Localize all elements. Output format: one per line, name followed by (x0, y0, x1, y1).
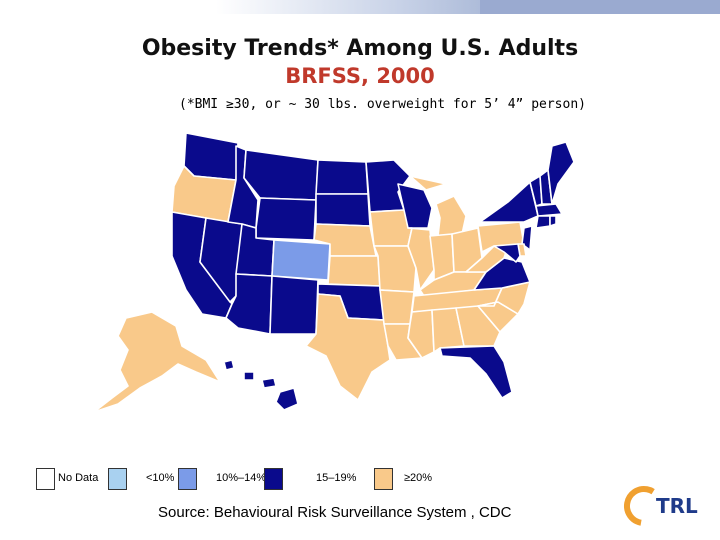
state-massachusetts (535, 203, 563, 217)
legend-label-10-14: 10%–14% (216, 472, 267, 484)
logo-text: TRL (656, 494, 698, 518)
trl-logo: TRL (624, 486, 698, 526)
legend-label-15-19: 15–19% (316, 472, 357, 484)
map-legend: No Data <10% 10%–14% 15–19% ≥20% (36, 466, 456, 492)
legend-swatch-lt10 (108, 468, 127, 490)
state-colorado (271, 239, 331, 281)
legend-swatch-15-19 (264, 468, 283, 490)
state-kansas (327, 255, 381, 287)
top-decorative-bar (0, 0, 720, 14)
state-new-mexico (269, 275, 319, 335)
state-alaska (93, 311, 221, 413)
state-maine (547, 141, 575, 205)
map-subtitle: (*BMI ≥30, or ~ 30 lbs. overweight for 5… (179, 97, 586, 112)
top-bar-accent (480, 0, 720, 14)
legend-label-lt10: <10% (146, 472, 175, 484)
state-wyoming (255, 197, 317, 241)
state-hawaii (223, 359, 299, 411)
legend-swatch-no-data (36, 468, 55, 490)
legend-label-ge20: ≥20% (404, 472, 433, 484)
state-connecticut (535, 215, 551, 229)
legend-label-no-data: No Data (58, 472, 99, 484)
state-wisconsin (397, 183, 433, 229)
map-title: Obesity Trends* Among U.S. Adults (141, 36, 579, 61)
legend-swatch-ge20 (374, 468, 393, 490)
state-south-dakota (315, 193, 371, 227)
legend-swatch-10-14 (178, 468, 197, 490)
source-caption: Source: Behavioural Risk Surveillance Sy… (158, 504, 512, 521)
state-new-york (479, 181, 539, 223)
state-florida (439, 345, 513, 399)
state-north-dakota (315, 159, 369, 195)
state-rhode-island (549, 215, 557, 227)
state-texas (305, 293, 391, 401)
state-maryland (493, 243, 521, 263)
state-arkansas (379, 289, 415, 325)
state-georgia (455, 305, 501, 347)
state-washington (183, 132, 239, 181)
map-title-year: BRFSS, 2000 (285, 64, 435, 88)
state-montana (243, 149, 319, 201)
